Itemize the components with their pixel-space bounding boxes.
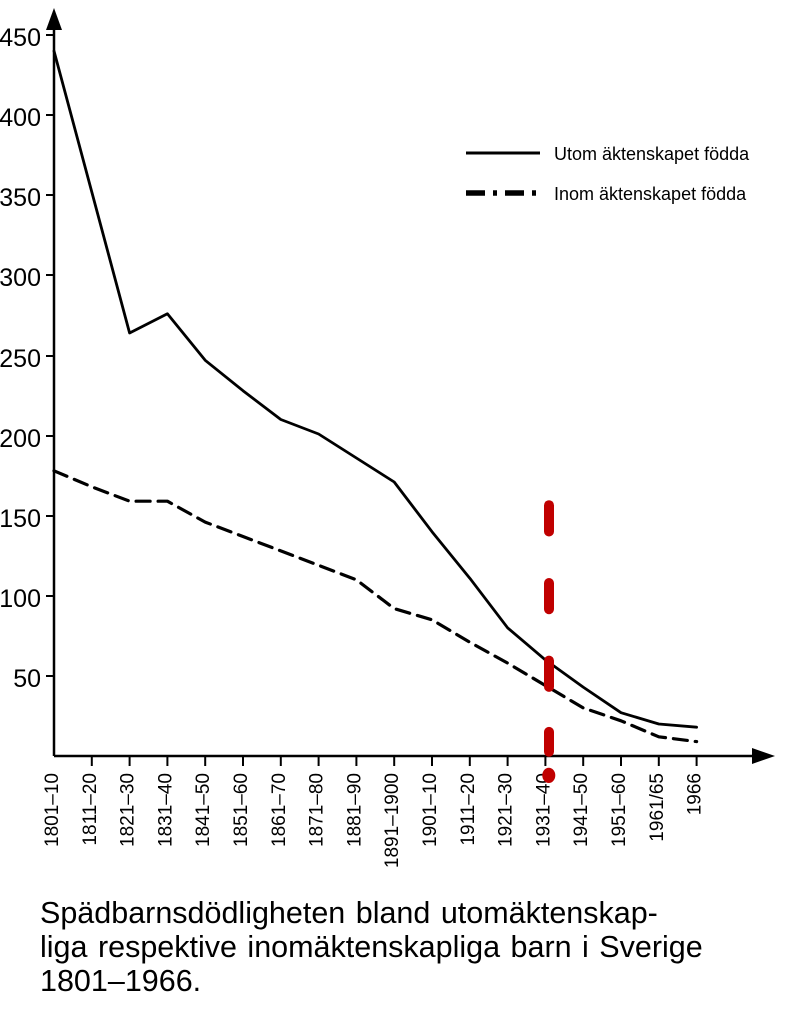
svg-text:1821–30: 1821–30 [118,773,139,847]
svg-text:Inom äktenskapet födda: Inom äktenskapet födda [554,184,747,204]
svg-text:200: 200 [0,425,41,453]
svg-text:1801–10: 1801–10 [42,773,63,847]
svg-text:liga respektive inomäktenskapl: liga respektive inomäktenskapliga barn i… [40,930,703,964]
svg-text:1901–10: 1901–10 [420,773,441,847]
svg-text:1861–70: 1861–70 [269,773,290,847]
svg-text:350: 350 [0,184,41,212]
svg-text:1811–20: 1811–20 [80,773,101,846]
svg-text:1881–90: 1881–90 [344,773,365,847]
svg-text:1961/65: 1961/65 [647,773,668,842]
svg-text:1831–40: 1831–40 [155,773,176,847]
svg-text:Utom äktenskapet födda: Utom äktenskapet födda [554,144,750,164]
svg-text:400: 400 [0,104,41,132]
svg-text:1841–50: 1841–50 [193,773,214,847]
svg-text:450: 450 [0,24,41,52]
svg-text:50: 50 [13,665,41,693]
svg-text:1921–30: 1921–30 [496,773,517,847]
svg-text:1941–50: 1941–50 [571,773,592,847]
svg-text:100: 100 [0,585,41,613]
svg-text:150: 150 [0,505,41,533]
svg-text:1801–1966.: 1801–1966. [40,964,201,998]
svg-text:1851–60: 1851–60 [231,773,252,847]
svg-text:1951–60: 1951–60 [609,773,630,847]
svg-text:Spädbarnsdödligheten bland uto: Spädbarnsdödligheten bland utomäktenskap… [40,896,658,930]
svg-text:1931–40: 1931–40 [533,773,554,847]
svg-text:300: 300 [0,264,41,292]
svg-text:250: 250 [0,345,41,373]
svg-text:1911–20: 1911–20 [458,773,479,846]
svg-text:1891–1900: 1891–1900 [382,773,403,868]
svg-text:1871–80: 1871–80 [307,773,328,847]
svg-text:1966: 1966 [685,773,706,815]
